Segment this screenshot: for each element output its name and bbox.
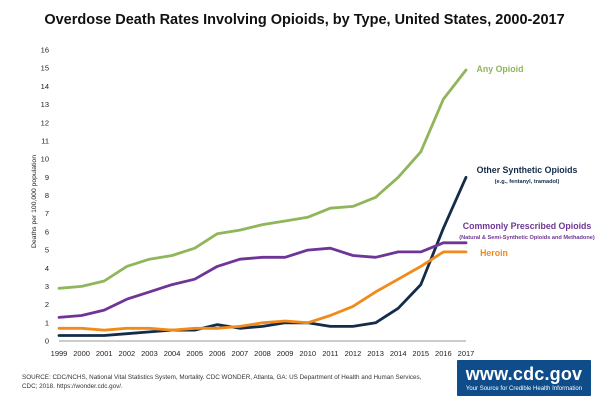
series-label: Heroin bbox=[480, 248, 508, 258]
y-tick-label: 11 bbox=[41, 136, 49, 145]
x-tick-label: 2001 bbox=[96, 349, 113, 358]
x-tick-label: 2011 bbox=[322, 349, 338, 358]
x-tick-label: 2013 bbox=[367, 349, 384, 358]
source-note: SOURCE: CDC/NCHS, National Vital Statist… bbox=[22, 374, 422, 390]
x-tick-label: 2008 bbox=[254, 349, 271, 358]
y-tick-label: 10 bbox=[41, 155, 49, 164]
x-tick-label: 2014 bbox=[390, 349, 407, 358]
x-tick-label: 2009 bbox=[277, 349, 294, 358]
x-tick-label: 2000 bbox=[73, 349, 90, 358]
series-label: Other Synthetic Opioids bbox=[477, 165, 578, 175]
y-tick-label: 8 bbox=[45, 191, 49, 200]
x-tick-label: 2010 bbox=[299, 349, 316, 358]
series-line bbox=[57, 241, 468, 319]
y-tick-label: 7 bbox=[45, 209, 49, 218]
x-tick-label: 2002 bbox=[118, 349, 135, 358]
y-tick-label: 16 bbox=[41, 46, 49, 55]
brand-tagline: Your Source for Credible Health Informat… bbox=[465, 386, 583, 392]
brand-url: www.cdc.gov bbox=[465, 364, 583, 384]
y-tick-label: 0 bbox=[45, 337, 49, 346]
x-tick-label: 2003 bbox=[141, 349, 158, 358]
x-tick-label: 2005 bbox=[186, 349, 203, 358]
y-tick-label: 3 bbox=[45, 282, 49, 291]
series-sublabel: (e.g., fentanyl, tramadol) bbox=[495, 179, 560, 185]
series-label: Commonly Prescribed Opioids bbox=[463, 221, 592, 231]
series-line bbox=[57, 250, 468, 332]
x-tick-label: 2004 bbox=[164, 349, 181, 358]
series-line bbox=[57, 68, 468, 290]
y-tick-label: 14 bbox=[41, 82, 49, 91]
y-tick-label: 15 bbox=[41, 64, 49, 73]
y-tick-label: 9 bbox=[45, 173, 49, 182]
x-tick-label: 2016 bbox=[435, 349, 452, 358]
x-tick-label: 2015 bbox=[412, 349, 429, 358]
x-tick-label: 1999 bbox=[51, 349, 68, 358]
y-tick-label: 5 bbox=[45, 246, 49, 255]
x-tick-label: 2007 bbox=[232, 349, 249, 358]
y-tick-label: 4 bbox=[45, 264, 49, 273]
y-tick-label: 12 bbox=[41, 118, 49, 127]
y-tick-label: 2 bbox=[45, 300, 49, 309]
y-tick-label: 1 bbox=[45, 318, 49, 327]
x-tick-label: 2017 bbox=[458, 349, 475, 358]
y-tick-label: 13 bbox=[41, 100, 49, 109]
series-label: Any Opioid bbox=[477, 64, 524, 74]
y-axis-label: Deaths per 100,000 population bbox=[31, 155, 38, 248]
cdc-logo-link[interactable]: www.cdc.gov Your Source for Credible Hea… bbox=[457, 360, 591, 396]
x-tick-label: 2006 bbox=[209, 349, 226, 358]
chart-title: Overdose Death Rates Involving Opioids, … bbox=[44, 12, 565, 28]
y-tick-label: 6 bbox=[45, 227, 49, 236]
series-sublabel: (Natural & Semi-Synthetic Opioids and Me… bbox=[459, 235, 595, 241]
x-tick-label: 2012 bbox=[345, 349, 362, 358]
series-line bbox=[57, 175, 468, 337]
